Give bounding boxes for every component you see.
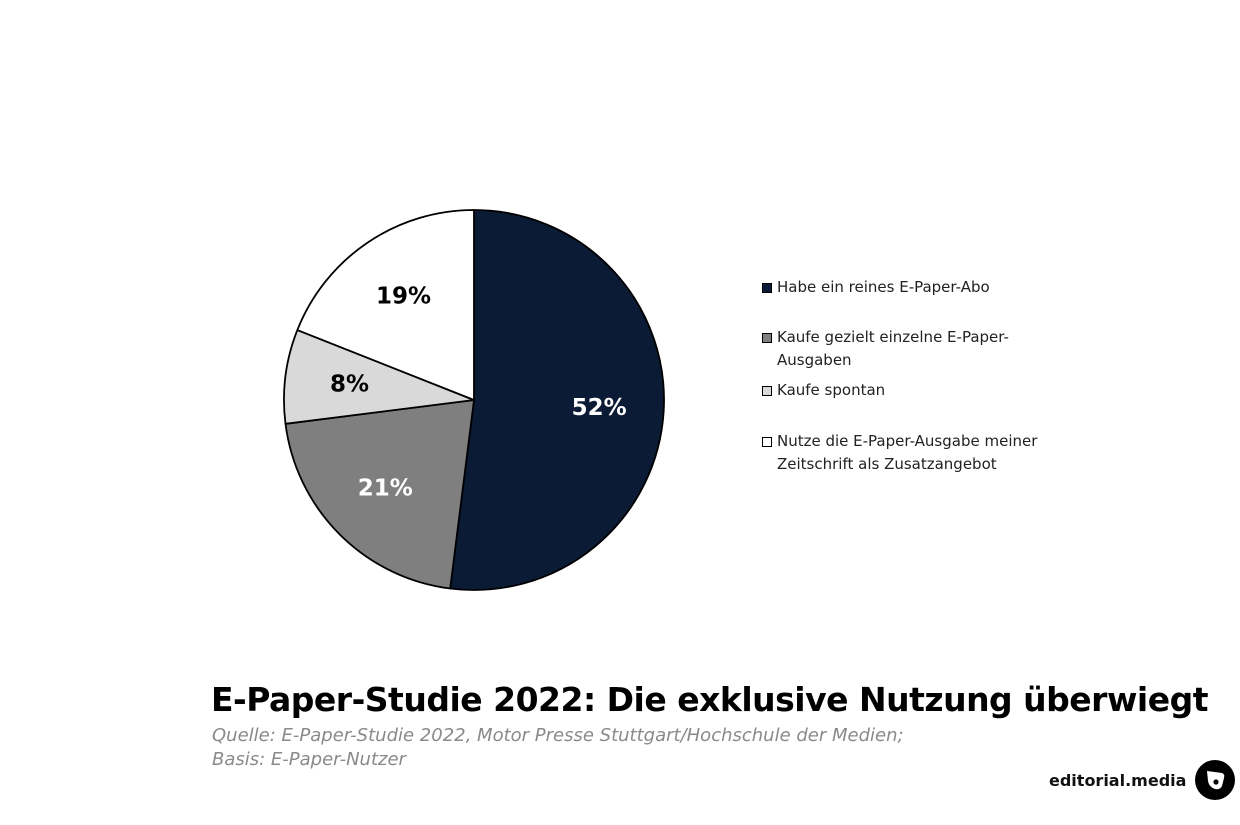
legend-item-3: Nutze die E-Paper-Ausgabe meiner Zeitsch… (762, 430, 1047, 476)
source-line-1: Quelle: E-Paper-Studie 2022, Motor Press… (212, 725, 904, 746)
legend-swatch-1 (762, 333, 772, 343)
pie-slice-1 (284, 399, 475, 590)
legend-label-1: Kaufe gezielt einzelne E-Paper-Ausgaben (777, 328, 1009, 369)
legend-swatch-3 (762, 437, 772, 447)
pie-value-label-3: 19% (376, 283, 431, 309)
pie-slice-2 (283, 329, 475, 425)
brand-name: editorial.media (1049, 770, 1187, 790)
editorial-media-logo-icon (1195, 760, 1236, 800)
pie-value-label-0: 52% (572, 395, 627, 421)
pie-value-label-1: 21% (358, 476, 413, 502)
legend-label-2: Kaufe spontan (777, 381, 886, 399)
pie-value-label-2: 8% (330, 371, 369, 397)
source-note: Quelle: E-Paper-Studie 2022, Motor Press… (212, 724, 904, 772)
legend-swatch-2 (762, 386, 772, 396)
legend-item-0: Habe ein reines E-Paper-Abo (762, 276, 1047, 299)
legend-item-2: Kaufe spontan (762, 379, 1047, 402)
legend-item-1: Kaufe gezielt einzelne E-Paper-Ausgaben (762, 326, 1027, 372)
pie-slice-3 (296, 209, 475, 401)
legend-swatch-0 (762, 283, 772, 293)
legend-label-3: Nutze die E-Paper-Ausgabe meiner Zeitsch… (777, 432, 1038, 473)
chart-title: E-Paper-Studie 2022: Die exklusive Nutzu… (211, 680, 1209, 719)
legend-label-0: Habe ein reines E-Paper-Abo (777, 278, 990, 296)
brand: editorial.media (1049, 760, 1236, 800)
pie-slice-0 (449, 209, 665, 591)
source-line-2: Basis: E-Paper-Nutzer (212, 749, 406, 770)
